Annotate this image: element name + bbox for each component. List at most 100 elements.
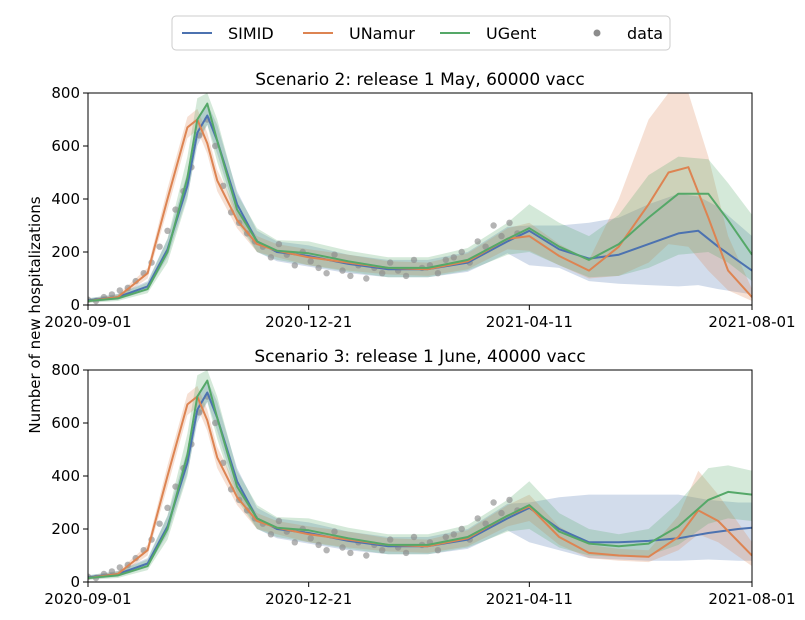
legend-entry-data: data xyxy=(593,24,663,43)
panel-scenario-3: Scenario 3: release 1 June, 40000 vacc 0… xyxy=(44,347,795,608)
x-tick-label: 2020-09-01 xyxy=(44,313,131,331)
x-tick-label: 2020-09-01 xyxy=(44,590,131,608)
panel-title: Scenario 2: release 1 May, 60000 vacc xyxy=(255,70,584,90)
plot-area: 0 200 400 600 800 2020-09-01 2020-12-21 2021-04… xyxy=(44,361,795,608)
series-line-ugent xyxy=(88,102,752,302)
data-point xyxy=(164,504,171,511)
data-point xyxy=(331,528,338,535)
data-point xyxy=(275,240,283,248)
plot-content xyxy=(88,93,752,305)
legend-entry-simid: SIMID xyxy=(182,24,274,43)
y-tick-label: 0 xyxy=(70,573,80,591)
data-point xyxy=(402,549,410,557)
data-point xyxy=(323,547,330,554)
legend-frame xyxy=(171,15,671,51)
data-point xyxy=(387,536,394,543)
y-axis-label: Number of new hospitalizations xyxy=(26,196,44,433)
panel-title: Scenario 3: release 1 June, 40000 vacc xyxy=(254,347,585,367)
data-point xyxy=(482,243,489,250)
band-simid xyxy=(88,380,752,580)
data-point xyxy=(498,232,505,240)
data-point xyxy=(347,549,354,557)
legend-entry-unamur: UNamur xyxy=(303,24,415,43)
data-point xyxy=(307,258,314,265)
data-point xyxy=(482,520,489,527)
x-tick-label: 2020-12-21 xyxy=(265,313,352,331)
data-point xyxy=(498,509,505,517)
band-simid xyxy=(88,103,752,303)
x-tick-label: 2020-12-21 xyxy=(265,590,352,608)
data-point xyxy=(410,533,418,541)
y-tick-label: 600 xyxy=(51,414,80,432)
band-ugent xyxy=(88,370,752,580)
data-point xyxy=(490,222,497,229)
data-point xyxy=(442,256,449,264)
data-point xyxy=(442,533,449,541)
data-point xyxy=(212,142,219,150)
data-point xyxy=(267,531,275,538)
data-point xyxy=(108,568,116,575)
data-point xyxy=(379,547,386,554)
data-point xyxy=(291,539,298,546)
y-tick-label: 800 xyxy=(51,361,80,379)
data-point xyxy=(506,219,513,226)
data-point xyxy=(331,251,338,258)
plot-area: 0 200 400 600 800 2020-09-01 2020-12-21 2021-04… xyxy=(44,84,795,331)
legend-label-unamur: UNamur xyxy=(349,24,415,43)
legend-entry-ugent: UGent xyxy=(440,24,536,43)
data-point xyxy=(172,206,179,213)
y-tick-label: 200 xyxy=(51,243,80,261)
data-point xyxy=(458,248,465,256)
y-tick-label: 600 xyxy=(51,137,80,155)
series-line-simid xyxy=(88,391,752,579)
data-point xyxy=(156,520,163,527)
legend: SIMID UNamur UGent data xyxy=(171,15,671,51)
panel-scenario-2: Scenario 2: release 1 May, 60000 vacc 02… xyxy=(44,70,795,331)
x-tick-label: 2021-08-01 xyxy=(708,590,795,608)
legend-swatch-data xyxy=(593,29,601,37)
data-point xyxy=(315,541,322,549)
data-point xyxy=(307,535,314,542)
data-point xyxy=(323,270,330,277)
data-point xyxy=(347,272,354,280)
series-line-simid xyxy=(88,114,752,302)
data-point xyxy=(434,547,442,554)
data-point xyxy=(267,254,275,261)
data-point xyxy=(474,238,481,245)
data-point xyxy=(315,264,322,272)
data-point xyxy=(387,259,394,266)
plot-content xyxy=(88,370,752,582)
legend-label-data: data xyxy=(627,24,663,43)
y-tick-label: 800 xyxy=(51,84,80,102)
data-point xyxy=(434,270,442,277)
y-tick-label: 400 xyxy=(51,190,80,208)
data-point xyxy=(339,544,346,551)
band-unamur xyxy=(88,385,752,580)
data-point xyxy=(458,525,465,533)
x-tick-label: 2021-04-11 xyxy=(486,313,573,331)
data-point xyxy=(164,227,171,234)
x-tick-label: 2021-04-11 xyxy=(486,590,573,608)
data-point xyxy=(339,267,346,274)
data-point xyxy=(474,515,481,522)
data-point xyxy=(212,419,219,427)
series-line-ugent xyxy=(88,379,752,579)
band-unamur xyxy=(88,93,752,303)
legend-label-simid: SIMID xyxy=(228,24,274,43)
data-point xyxy=(275,517,283,525)
y-tick-label: 0 xyxy=(70,296,80,314)
band-ugent xyxy=(88,93,752,303)
y-tick-label: 200 xyxy=(51,520,80,538)
data-point xyxy=(116,287,124,294)
data-point xyxy=(410,256,418,264)
data-point xyxy=(116,564,124,571)
data-point xyxy=(172,483,179,490)
data-point xyxy=(363,275,370,282)
data-point xyxy=(156,243,163,250)
data-point xyxy=(450,531,457,538)
y-tick-label: 400 xyxy=(51,467,80,485)
data-point xyxy=(450,254,457,261)
data-point xyxy=(291,262,298,269)
legend-label-ugent: UGent xyxy=(486,24,536,43)
